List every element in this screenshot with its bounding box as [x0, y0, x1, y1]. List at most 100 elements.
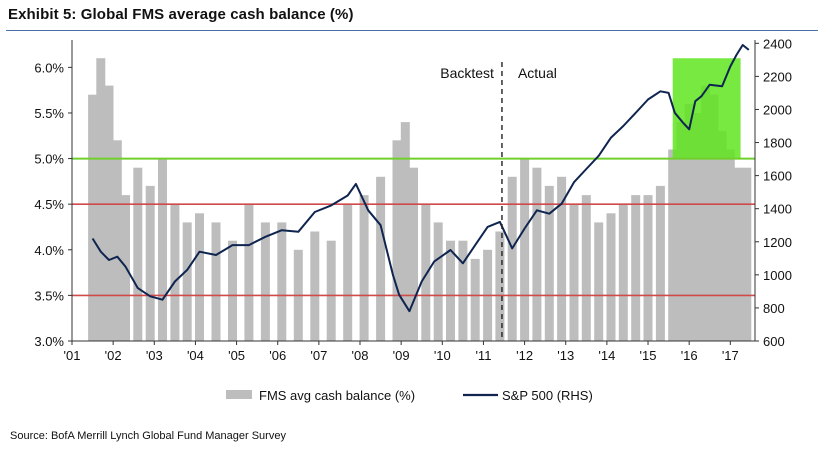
cash-balance-bar: [557, 176, 567, 341]
cash-balance-bar: [544, 185, 554, 341]
x-tick-label: '02: [105, 348, 122, 363]
cash-balance-bar: [88, 94, 98, 341]
cash-balance-bar: [400, 122, 410, 341]
cash-balance-bars: [88, 58, 752, 341]
cash-balance-bar: [676, 122, 686, 341]
cash-balance-bar: [277, 222, 287, 341]
y-right-tick-label: 1600: [763, 169, 792, 184]
cash-balance-bar: [433, 222, 443, 341]
x-tick-label: '13: [557, 348, 574, 363]
cash-balance-bar: [182, 222, 192, 341]
x-tick-label: '08: [352, 348, 369, 363]
x-tick-label: '15: [640, 348, 657, 363]
backtest-actual-divider: Backtest Actual: [440, 62, 557, 341]
cash-balance-bar: [655, 185, 665, 341]
y-right-tick-label: 2000: [763, 102, 792, 117]
x-tick-label: '10: [434, 348, 451, 363]
cash-balance-bar: [709, 94, 719, 341]
sp500-line-layer: [91, 44, 750, 313]
legend-swatch-cash: [226, 390, 252, 399]
cash-balance-bar: [520, 158, 530, 341]
cash-balance-bar: [409, 167, 418, 341]
cash-balance-bar: [684, 103, 694, 341]
cash-balance-bar: [260, 222, 270, 341]
backtest-label: Backtest: [440, 65, 494, 81]
y-right-tick-label: 2400: [763, 36, 792, 51]
y-right-tick-label: 1000: [763, 268, 792, 283]
cash-balance-bar: [692, 113, 702, 341]
cash-balance-bar: [495, 231, 505, 341]
legend: FMS avg cash balance (%) S&P 500 (RHS): [226, 388, 593, 403]
cash-balance-bar: [310, 231, 320, 341]
y-left-tick-label: 5.5%: [34, 106, 64, 121]
x-tick-label: '17: [722, 348, 739, 363]
reference-lines: [72, 157, 755, 297]
y-left-tick-label: 6.0%: [34, 60, 64, 75]
y-right-tick-label: 1200: [763, 235, 792, 250]
x-tick-label: '07: [310, 348, 327, 363]
cash-balance-bar: [532, 167, 542, 341]
y-left-tick-label: 5.0%: [34, 152, 64, 167]
cash-balance-bar: [170, 204, 180, 341]
cash-balance-bar: [507, 176, 517, 341]
x-tick-label: '12: [516, 348, 533, 363]
y-right-tick-label: 800: [763, 301, 785, 316]
cash-balance-bar: [594, 222, 604, 341]
y-left-tick-label: 4.0%: [34, 243, 64, 258]
x-tick-label: '09: [393, 348, 410, 363]
y-left-tick-label: 3.0%: [34, 334, 64, 349]
y-left-tick-label: 4.5%: [34, 197, 64, 212]
actual-label: Actual: [518, 65, 557, 81]
y-right-tick-label: 1800: [763, 136, 792, 151]
legend-label-sp500: S&P 500 (RHS): [502, 388, 593, 403]
cash-balance-bar: [643, 195, 653, 341]
cash-balance-bar: [470, 258, 480, 341]
sp500-line: [91, 44, 750, 313]
cash-balance-bar: [421, 204, 431, 341]
cash-balance-bar: [195, 213, 204, 341]
cash-balance-bar: [581, 195, 591, 341]
cash-balance-bar: [631, 195, 641, 341]
cash-balance-bar: [104, 85, 114, 341]
cash-balance-bar: [725, 149, 735, 341]
legend-label-cash: FMS avg cash balance (%): [259, 388, 415, 403]
cash-balance-bar: [326, 240, 336, 341]
cash-balance-bar: [446, 240, 455, 341]
y-right-tick-label: 1400: [763, 202, 792, 217]
x-tick-label: '01: [64, 348, 81, 363]
x-tick-label: '05: [228, 348, 245, 363]
cash-balance-bar: [376, 176, 386, 341]
cash-balance-bar: [145, 185, 155, 341]
cash-balance-bar: [211, 222, 221, 341]
cash-balance-bar: [96, 58, 106, 341]
cash-balance-bar: [458, 240, 468, 341]
cash-balance-bar: [734, 167, 743, 341]
chart-title: Exhibit 5: Global FMS average cash balan…: [8, 6, 354, 23]
cash-balance-bar: [606, 213, 616, 341]
cash-balance-bar: [668, 149, 678, 341]
cash-balance-bar: [569, 204, 579, 341]
cash-balance-bar: [133, 167, 143, 341]
cash-balance-bar: [392, 140, 402, 341]
cash-balance-bar: [701, 85, 711, 341]
cash-balance-bar: [742, 167, 752, 341]
highlight-region: [672, 58, 741, 159]
cash-balance-bar: [359, 195, 369, 341]
y-left-tick-label: 3.5%: [34, 288, 64, 303]
x-tick-label: '03: [146, 348, 163, 363]
cash-balance-bar: [618, 204, 628, 341]
x-tick-label: '14: [598, 348, 615, 363]
y-right-tick-label: 600: [763, 334, 785, 349]
x-tick-label: '16: [681, 348, 698, 363]
cash-balance-bar: [228, 240, 237, 341]
cash-balance-bar: [244, 204, 254, 341]
highlight-region-layer: [672, 58, 741, 159]
source-note: Source: BofA Merrill Lynch Global Fund M…: [10, 430, 286, 442]
x-tick-label: '06: [269, 348, 286, 363]
axes: '01 '02 '03 '04 '05 '06 '07 '08 '09 '10 '11 '12 '13 '…: [34, 36, 792, 363]
x-tick-label: '11: [475, 348, 491, 363]
cash-balance-bar: [343, 204, 353, 341]
cash-balance-bar: [112, 140, 122, 341]
cash-balance-bar: [158, 158, 167, 341]
cash-balance-chart: '01 '02 '03 '04 '05 '06 '07 '08 '09 '10 '11 '12 '13 '…: [34, 36, 792, 403]
